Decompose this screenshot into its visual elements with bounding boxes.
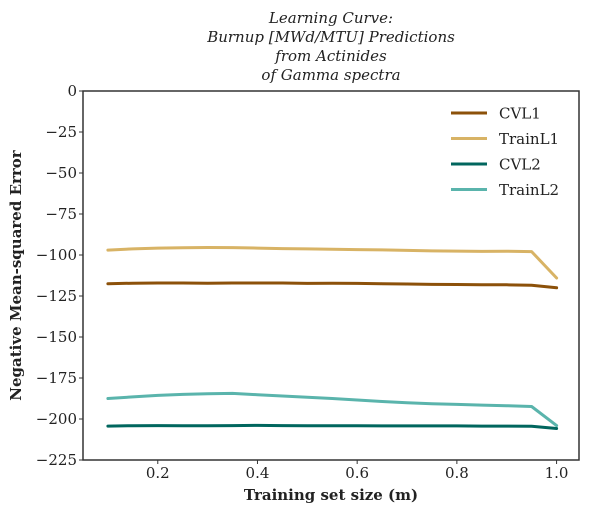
y-axis-ticks: 0 −25 −50 −75 −100 −125 −150 −175 −200 −225 [36,82,83,469]
x-tick-label: 0.2 [146,464,170,482]
y-tick-label: −75 [45,205,77,223]
x-tick-label: 0.6 [345,464,369,482]
y-tick-label: −125 [36,287,77,305]
y-tick-label: −225 [36,451,77,469]
y-tick-label: −100 [36,246,77,264]
chart-title-line-4: of Gamma spectra [261,66,400,84]
chart-title-line-1: Learning Curve: [268,9,393,27]
y-tick-label: −150 [36,328,77,346]
x-tick-label: 0.8 [445,464,469,482]
series-line-cvl2 [108,425,557,428]
y-tick-label: 0 [67,82,77,100]
series-line-trainl2 [108,393,557,425]
chart-title: Learning Curve: Burnup [MWd/MTU] Predict… [206,9,455,84]
y-tick-label: −50 [45,164,77,182]
series-layer [108,248,557,429]
y-axis-label: Negative Mean-squared Error [7,149,25,401]
x-tick-label: 1.0 [545,464,569,482]
x-axis-ticks: 0.2 0.4 0.6 0.8 1.0 [146,460,569,482]
chart-title-line-3: from Actinides [274,47,387,65]
legend-label-trainl2: TrainL2 [499,181,559,199]
legend-label-cvl2: CVL2 [499,156,541,174]
series-line-cvl1 [108,283,557,288]
legend: CVL1 TrainL1 CVL2 TrainL2 [451,105,559,200]
legend-label-cvl1: CVL1 [499,105,541,123]
x-tick-label: 0.4 [246,464,270,482]
series-line-trainl1 [108,248,557,279]
y-tick-label: −25 [45,123,77,141]
y-tick-label: −175 [36,369,77,387]
legend-label-trainl1: TrainL1 [499,130,559,148]
x-axis-label: Training set size (m) [244,486,418,504]
y-tick-label: −200 [36,410,77,428]
chart-title-line-2: Burnup [MWd/MTU] Predictions [206,28,455,46]
